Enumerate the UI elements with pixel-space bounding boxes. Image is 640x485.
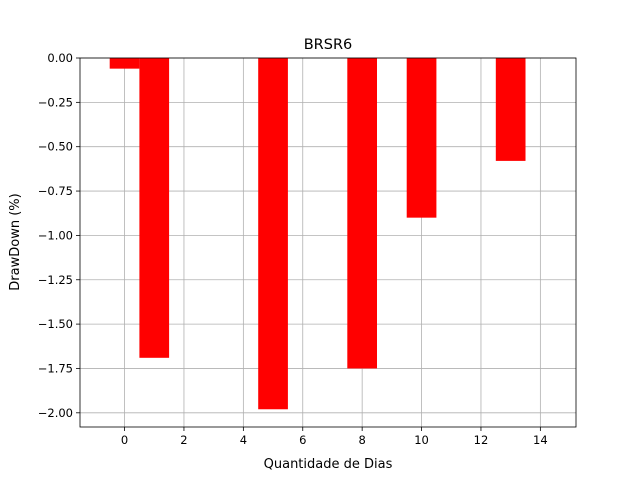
- y-tick-label: −2.00: [38, 406, 73, 420]
- y-tick-label: −0.50: [38, 140, 73, 154]
- y-tick-label: −1.50: [38, 317, 73, 331]
- plot-frame: [79, 57, 577, 428]
- x-tick-label: 8: [358, 433, 365, 447]
- y-tick-label: −1.75: [38, 361, 73, 375]
- y-axis-label: DrawDown (%): [8, 193, 23, 290]
- y-tick-label: −0.25: [38, 95, 73, 109]
- y-tick-label: −1.25: [38, 273, 73, 287]
- x-tick-label: 4: [240, 433, 247, 447]
- drawdown-bar: [139, 58, 170, 358]
- x-axis-label: Quantidade de Dias: [264, 457, 393, 472]
- drawdown-bar: [495, 58, 526, 161]
- x-tick-label: 14: [533, 433, 548, 447]
- drawdown-bar: [109, 58, 140, 69]
- x-tick-label: 10: [414, 433, 429, 447]
- tick-layer: 0 2 4 6 8 10 12 14 0.00 −0.25 −0.50 −0.75 −1.00 −1.25…: [38, 51, 548, 447]
- x-tick-label: 0: [121, 433, 128, 447]
- y-tick-label: −0.75: [38, 184, 73, 198]
- drawdown-bar: [347, 58, 378, 369]
- x-tick-label: 12: [474, 433, 489, 447]
- y-tick-label: −1.00: [38, 228, 73, 242]
- x-tick-label: 6: [299, 433, 306, 447]
- y-tick-label: 0.00: [47, 51, 73, 65]
- chart-title: BRSR6: [304, 37, 353, 53]
- x-tick-label: 2: [180, 433, 187, 447]
- drawdown-bar: [258, 58, 288, 410]
- bar-layer: [109, 58, 526, 410]
- drawdown-bar: [406, 58, 437, 218]
